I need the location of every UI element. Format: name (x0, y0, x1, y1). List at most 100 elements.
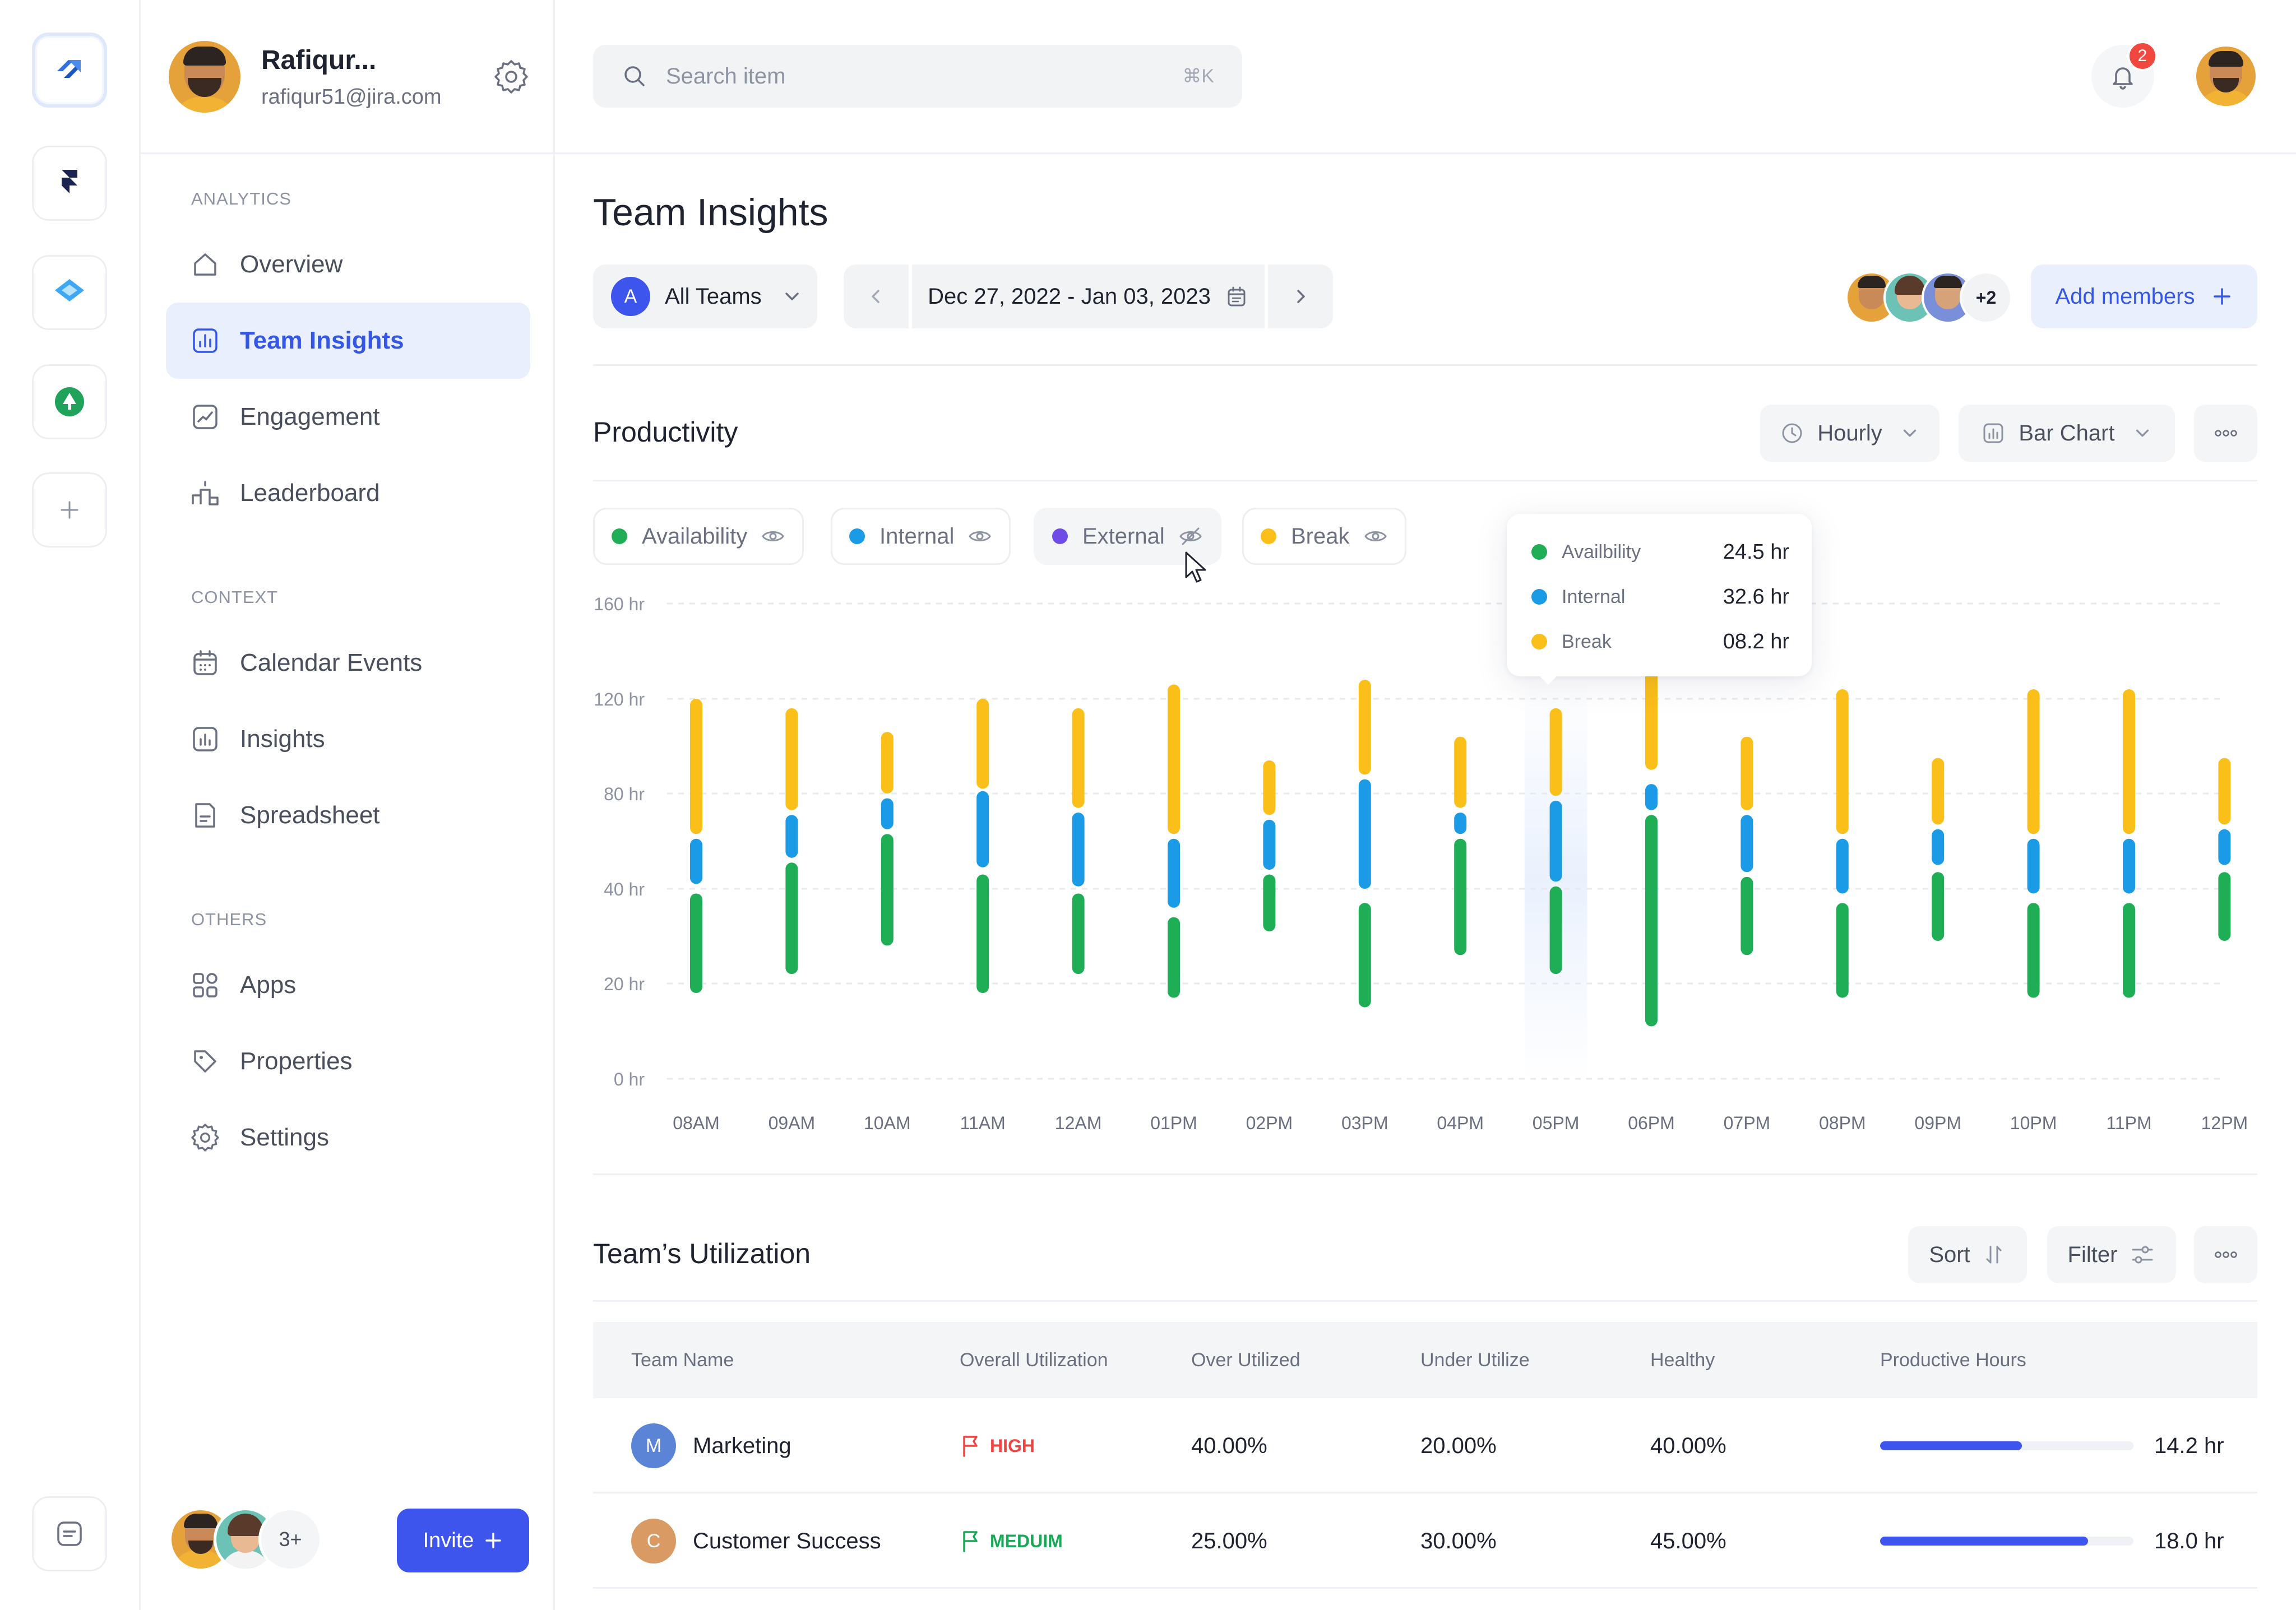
utilization-more-button[interactable] (2194, 1226, 2257, 1283)
sort-icon (1986, 1246, 2002, 1264)
bar-availability (2123, 903, 2135, 998)
legend-label: Internal (879, 523, 955, 549)
eye-icon[interactable] (761, 524, 785, 549)
column-header-healthy[interactable]: Healthy (1650, 1349, 1715, 1371)
filter-button[interactable]: Filter (2047, 1226, 2176, 1283)
rail-jira-button[interactable] (32, 33, 107, 108)
filter-sliders-icon (2132, 1246, 2153, 1264)
rail-framer-button[interactable] (32, 146, 107, 221)
sidebar-item-spreadsheet[interactable]: Spreadsheet (166, 777, 530, 853)
bar-availability (976, 874, 989, 993)
productive-hours-value: 18.0 hr (2154, 1528, 2224, 1553)
filter-label: Filter (2067, 1242, 2118, 1267)
team-select-dropdown[interactable]: A All Teams (593, 265, 817, 328)
legend-chip-external[interactable]: External (1034, 508, 1221, 565)
profile-avatar[interactable] (169, 41, 240, 113)
search-icon (624, 66, 645, 86)
y-tick-label: 120 hr (594, 689, 645, 709)
sort-button[interactable]: Sort (1908, 1226, 2027, 1283)
tag-icon (189, 1046, 221, 1077)
rail-tree-button[interactable] (32, 364, 107, 439)
sidebar-item-label: Settings (240, 1124, 329, 1151)
interval-dropdown[interactable]: Hourly (1760, 405, 1939, 462)
table-row[interactable]: C Customer Success MEDUIM 25.00% 30.00% … (593, 1493, 2257, 1589)
bar-availability (1454, 838, 1467, 955)
column-header-team-name[interactable]: Team Name (631, 1349, 734, 1371)
sidebar-item-label: Engagement (240, 403, 380, 430)
column-header-productive-hours[interactable]: Productive Hours (1880, 1349, 2026, 1371)
rail-notes-button[interactable] (32, 1496, 107, 1571)
mouse-cursor-icon (1185, 551, 1206, 583)
sidebar-item-team-insights[interactable]: Team Insights (166, 303, 530, 379)
legend-chip-availability[interactable]: Availability (593, 508, 804, 565)
over-utilized-cell: 40.00% (1191, 1433, 1267, 1458)
notification-badge: 2 (2127, 41, 2158, 71)
profile-settings-gear-icon[interactable] (492, 58, 530, 96)
profile-email: rafiqur51@jira.com (261, 85, 442, 109)
column-header-overall-utilization[interactable]: Overall Utilization (960, 1349, 1108, 1371)
rail-layers-button[interactable] (32, 255, 107, 330)
bar-availability (1549, 886, 1562, 975)
date-next-button[interactable] (1268, 265, 1333, 328)
date-prev-button[interactable] (844, 265, 909, 328)
user-avatar[interactable] (2196, 47, 2256, 106)
jira-logo-icon (57, 60, 81, 78)
utilization-level: HIGH (990, 1435, 1035, 1456)
sidebar-item-apps[interactable]: Apps (166, 947, 530, 1023)
bar-availability (1168, 917, 1180, 998)
tooltip-label: Internal (1562, 586, 1626, 607)
plus-icon (485, 1533, 502, 1548)
chart-tooltip: Availbility 24.5 hr Internal 32.6 hr Bre… (1507, 514, 1812, 676)
bar-availability (1932, 872, 1945, 941)
x-tick-label: 08PM (1819, 1113, 1866, 1133)
tooltip-arrow (1536, 672, 1561, 685)
rail-add-button[interactable] (32, 472, 107, 548)
sidebar-item-calendar-events[interactable]: Calendar Events (166, 625, 530, 701)
bar-break (1836, 689, 1849, 834)
framer-logo-icon (62, 170, 77, 193)
chart-type-label: Bar Chart (2019, 420, 2115, 446)
productivity-more-button[interactable] (2194, 405, 2257, 462)
divider (593, 364, 2257, 366)
sidebar-item-overview[interactable]: Overview (166, 226, 530, 303)
more-dots-icon (2214, 1251, 2237, 1258)
date-range-text: Dec 27, 2022 - Jan 03, 2023 (928, 284, 1211, 309)
add-members-label: Add members (2055, 284, 2195, 309)
eye-icon[interactable] (968, 524, 992, 549)
team-name: Customer Success (693, 1528, 881, 1553)
table-row[interactable]: M Marketing HIGH 40.00% 20.00% 40.00% 14… (593, 1398, 2257, 1493)
date-range-field[interactable]: Dec 27, 2022 - Jan 03, 2023 (912, 265, 1265, 328)
tooltip-label: Break (1562, 630, 1612, 652)
productive-hours-fill (1880, 1441, 2022, 1450)
bar-break (1454, 736, 1467, 808)
bar-break (976, 699, 989, 789)
search-bar[interactable]: ⌘K (593, 45, 1242, 108)
eye-off-icon[interactable] (1178, 524, 1203, 549)
legend-chip-internal[interactable]: Internal (831, 508, 1011, 565)
bar-availability (1263, 874, 1276, 932)
sidebar-item-engagement[interactable]: Engagement (166, 379, 530, 455)
team-letter-avatar: C (631, 1519, 676, 1563)
eye-icon[interactable] (1363, 524, 1388, 549)
sidebar-item-insights[interactable]: Insights (166, 701, 530, 777)
healthy-cell: 40.00% (1650, 1433, 1726, 1458)
sidebar-item-leaderboard[interactable]: Leaderboard (166, 455, 530, 531)
column-header-under-utilize[interactable]: Under Utilize (1420, 1349, 1530, 1371)
table-header: Team Name Overall Utilization Over Utili… (593, 1322, 2257, 1398)
flag-icon (963, 1531, 978, 1552)
legend-chip-break[interactable]: Break (1242, 508, 1406, 565)
chart-type-dropdown[interactable]: Bar Chart (1959, 405, 2175, 462)
invite-button[interactable]: Invite (397, 1509, 529, 1572)
productive-hours-value: 14.2 hr (2154, 1433, 2224, 1458)
y-tick-label: 40 hr (604, 879, 645, 899)
add-members-button[interactable]: Add members (2031, 265, 2257, 328)
x-tick-label: 08AM (673, 1113, 720, 1133)
sidebar-item-properties[interactable]: Properties (166, 1023, 530, 1099)
column-header-over-utilized[interactable]: Over Utilized (1191, 1349, 1300, 1371)
bar-break (1168, 684, 1180, 834)
sidebar-item-settings[interactable]: Settings (166, 1099, 530, 1176)
bar-internal (976, 791, 989, 867)
team-letter-avatar: M (631, 1423, 676, 1468)
bar-break (785, 708, 798, 810)
search-input[interactable] (665, 63, 1183, 90)
